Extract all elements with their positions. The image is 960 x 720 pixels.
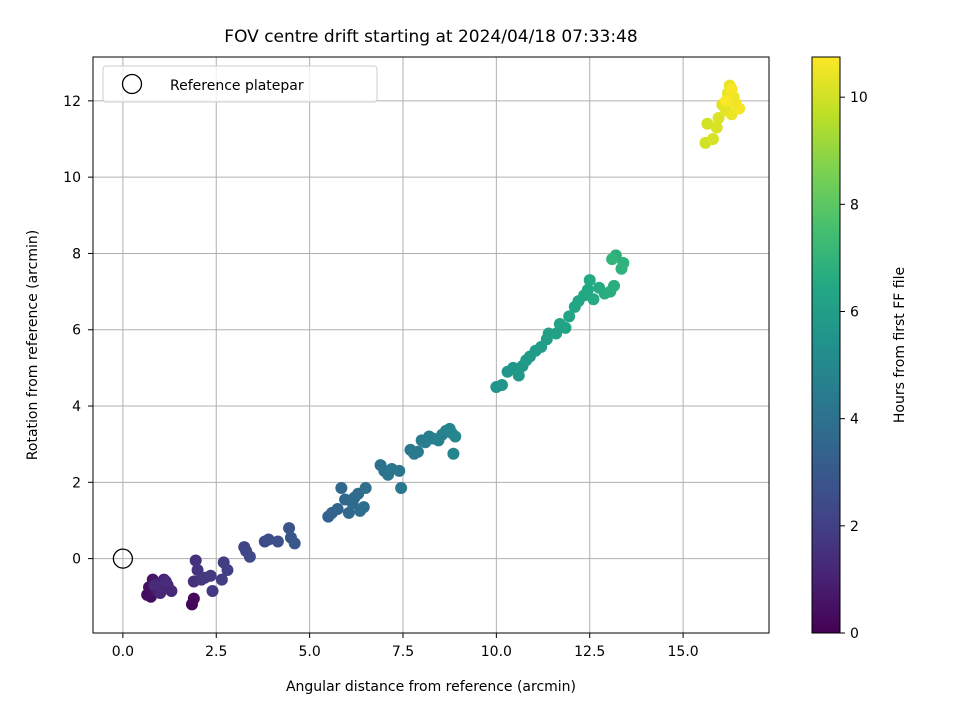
data-point (720, 94, 733, 107)
data-point (357, 501, 370, 514)
data-point (206, 585, 219, 598)
data-point (706, 133, 719, 146)
data-point (701, 117, 714, 130)
plot-frame (92, 56, 770, 634)
x-tick-label: 12.5 (574, 644, 605, 660)
colorbar-tick-label: 4 (850, 412, 859, 428)
data-point (395, 482, 408, 495)
data-point (559, 321, 572, 334)
data-point (512, 369, 525, 382)
data-point (712, 112, 725, 125)
gridlines (93, 57, 769, 633)
x-tick-label: 15.0 (668, 644, 699, 660)
data-point (159, 575, 172, 588)
y-tick-label: 10 (63, 170, 81, 186)
data-point (587, 293, 600, 306)
colorbar-gradient (811, 56, 841, 634)
data-point (221, 564, 234, 577)
y-tick-label: 2 (72, 475, 81, 491)
data-point (165, 585, 178, 598)
x-axis-label: Angular distance from reference (arcmin) (286, 679, 576, 695)
colorbar-tick-label: 10 (850, 90, 868, 106)
data-point (447, 447, 460, 460)
x-axis-ticks: 0.0 2.5 5.0 7.5 10.0 12.5 15.0 (112, 633, 699, 660)
data-point (262, 533, 275, 546)
x-tick-label: 5.0 (298, 644, 320, 660)
y-tick-label: 12 (63, 94, 81, 110)
data-point (445, 426, 458, 439)
data-point (215, 573, 228, 586)
x-tick-label: 10.0 (481, 644, 512, 660)
y-tick-label: 6 (72, 323, 81, 339)
colorbar-tick-label: 8 (850, 197, 859, 213)
colorbar-tick-label: 0 (850, 626, 859, 642)
data-point (495, 379, 508, 392)
data-point (359, 482, 372, 495)
data-point (617, 256, 630, 269)
colorbar-tick-label: 6 (850, 305, 859, 321)
x-tick-label: 0.0 (112, 644, 134, 660)
reference-point (112, 548, 134, 569)
data-point (204, 569, 217, 582)
data-point (606, 253, 619, 266)
legend-box (102, 65, 378, 103)
colorbar-tick-label: 2 (850, 519, 859, 535)
chart-title: FOV centre drift starting at 2024/04/18 … (224, 27, 637, 47)
data-point (331, 503, 344, 516)
colorbar: 0 2 4 6 8 10 Hours from first FF file (811, 56, 908, 642)
scatter-points (141, 79, 746, 611)
data-point (411, 445, 424, 458)
data-point (393, 464, 406, 477)
colorbar-ticks: 0 2 4 6 8 10 (840, 90, 868, 642)
data-point (710, 121, 723, 134)
data-point (243, 550, 256, 563)
y-axis-label: Rotation from reference (arcmin) (25, 230, 41, 460)
x-tick-label: 7.5 (392, 644, 414, 660)
data-point (189, 554, 202, 567)
reference-marker (112, 548, 134, 569)
data-point (191, 564, 204, 577)
legend: Reference platepar (102, 65, 378, 103)
data-point (608, 279, 621, 292)
data-point (148, 579, 161, 592)
legend-entry-reference: Reference platepar (170, 78, 304, 94)
data-point (288, 537, 301, 550)
data-point (583, 274, 596, 287)
data-point (725, 83, 738, 96)
legend-reference-marker (121, 73, 143, 95)
data-point (550, 327, 563, 340)
colorbar-label: Hours from first FF file (892, 267, 908, 423)
y-tick-label: 4 (72, 399, 81, 415)
data-point (187, 592, 200, 605)
data-point (342, 506, 355, 519)
x-tick-label: 2.5 (205, 644, 227, 660)
y-tick-label: 8 (72, 246, 81, 262)
data-point (283, 522, 296, 535)
data-point (563, 310, 576, 323)
data-point (335, 482, 348, 495)
data-point (271, 535, 284, 548)
y-axis-ticks: 0 2 4 6 8 10 12 (63, 94, 93, 568)
data-point (581, 283, 594, 296)
data-point (733, 102, 746, 115)
y-tick-label: 0 (72, 552, 81, 568)
